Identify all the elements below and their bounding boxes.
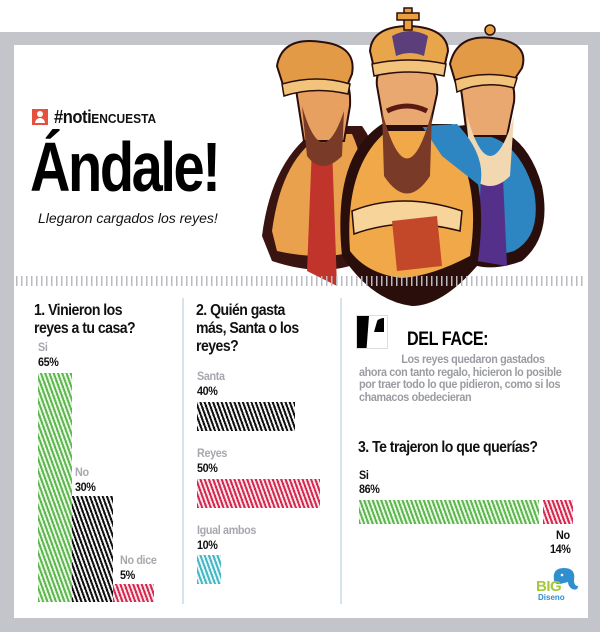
question-1-title: 1. Vinieron los reyes a tu casa?: [34, 302, 136, 337]
q2-label-santa: Santa: [197, 369, 225, 383]
q1-label-no-dice: No dice: [120, 553, 157, 567]
hashtag-label: #notiENCUESTA: [32, 106, 165, 128]
user-icon: [32, 109, 48, 125]
logo-diseno-text: Diseno: [538, 593, 565, 602]
q1-pct-si: 65%: [38, 355, 59, 369]
q3-label-si: Si: [359, 468, 369, 482]
q1-pct-no-dice: 5%: [120, 568, 135, 582]
q2-bar-santa: [197, 402, 295, 431]
hashtag-prefix: #noti: [54, 106, 92, 127]
question-2-title: 2. Quién gasta más, Santa o los reyes?: [196, 302, 299, 355]
page-subtitle: Llegaron cargados los reyes!: [38, 210, 218, 226]
dashed-divider: [16, 276, 586, 286]
big-diseno-logo: BIG Diseno: [536, 566, 582, 606]
q3-bar-no: [543, 500, 573, 524]
q3-label-no: No: [556, 528, 570, 542]
page-title: Ándale!: [30, 128, 221, 206]
q1-label-si: Si: [38, 340, 48, 354]
column-divider: [182, 298, 184, 604]
q3-pct-no: 14%: [550, 542, 571, 556]
q2-label-reyes: Reyes: [197, 446, 228, 460]
del-face-text: Los reyes quedaron gastados ahora con ta…: [359, 352, 562, 404]
q2-label-igual: Igual ambos: [197, 523, 257, 537]
q1-bar-no-dice: [113, 584, 154, 602]
king-left-icon: [262, 40, 380, 286]
q1-bar-no: [72, 496, 113, 602]
q2-pct-reyes: 50%: [197, 461, 218, 475]
q1-label-no: No: [75, 465, 89, 479]
q2-bar-igual: [197, 555, 221, 584]
q3-bar-si: [359, 500, 539, 524]
column-divider: [340, 298, 342, 604]
logo-big-text: BIG: [536, 578, 562, 595]
question-3-title: 3. Te trajeron lo que querías?: [358, 439, 538, 456]
q2-pct-igual: 10%: [197, 538, 218, 552]
quote-icon: [356, 315, 388, 349]
q2-pct-santa: 40%: [197, 384, 218, 398]
king-center-icon: [340, 7, 482, 306]
q3-pct-si: 86%: [359, 482, 380, 496]
q1-bar-si: [38, 373, 72, 602]
del-face-title: DEL FACE:: [407, 329, 489, 350]
q2-bar-reyes: [197, 479, 320, 508]
elephant-icon: [553, 568, 578, 590]
three-kings-illustration: [262, 7, 545, 306]
hashtag-suffix: ENCUESTA: [91, 110, 157, 126]
q1-pct-no: 30%: [75, 480, 96, 494]
